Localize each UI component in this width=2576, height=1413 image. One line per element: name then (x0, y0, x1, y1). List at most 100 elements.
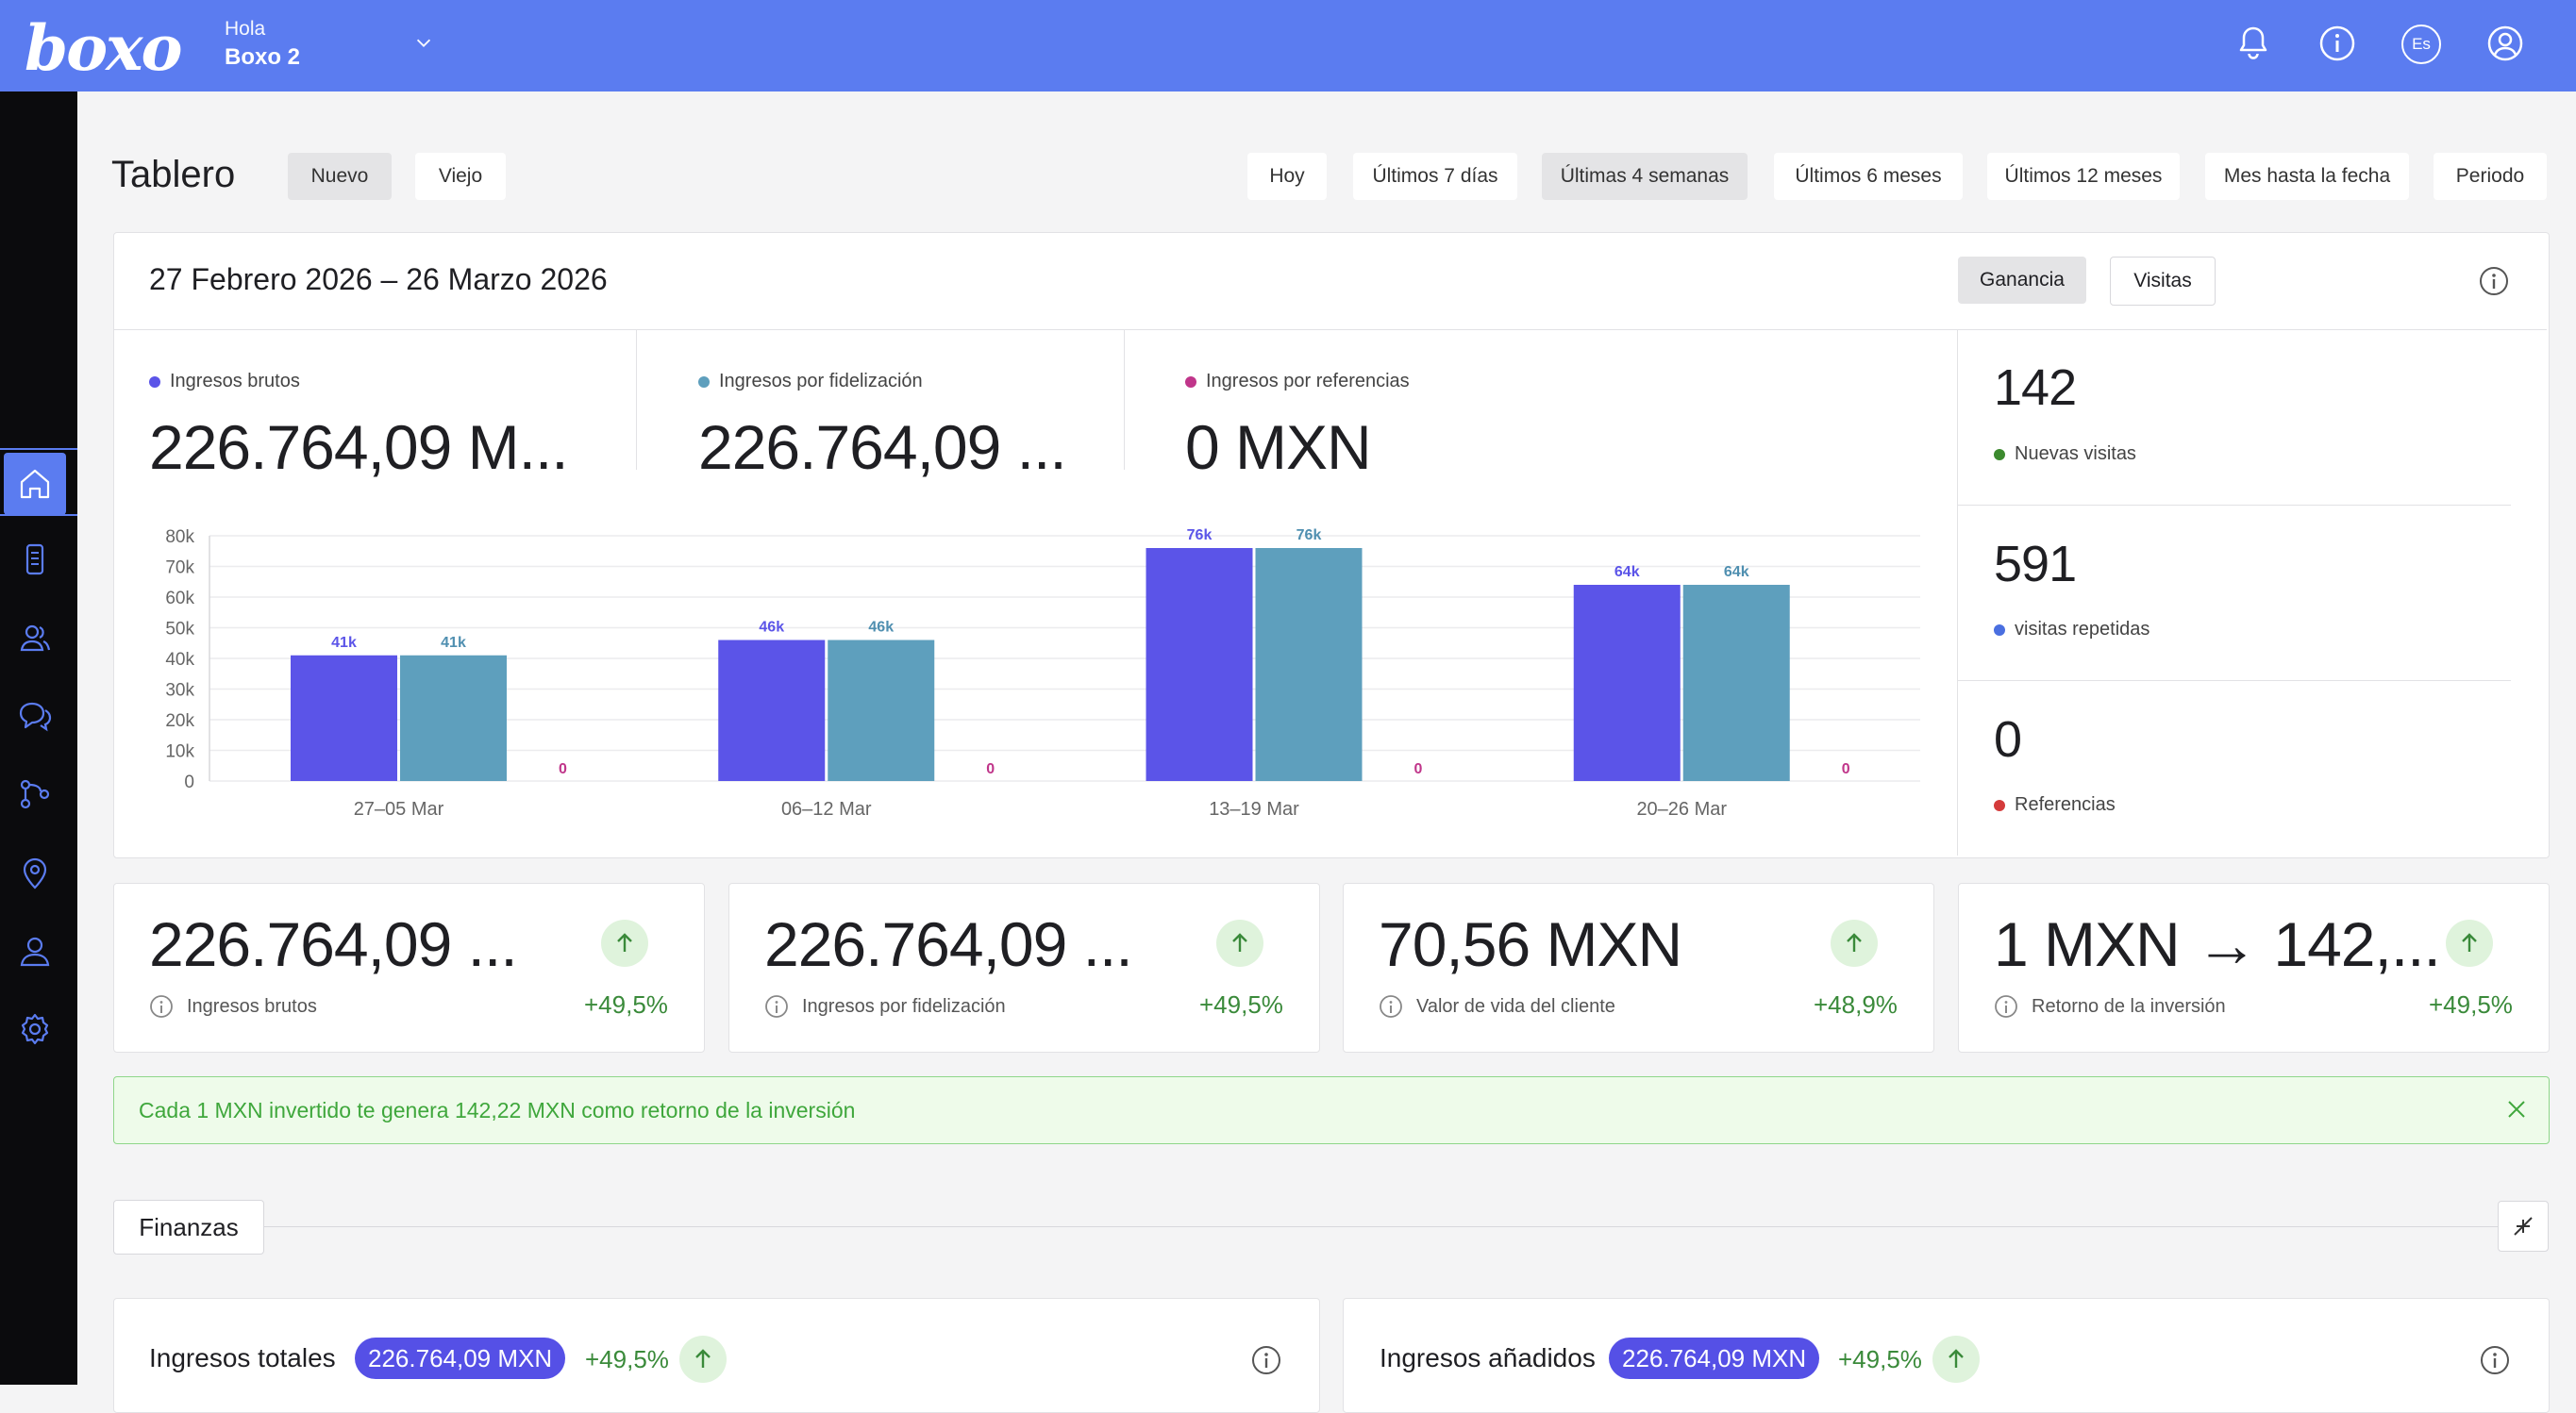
metric-value-loyalty: 226.764,09 ... (698, 412, 1067, 482)
value-pill: 226.764,09 MXN (355, 1338, 566, 1379)
legend-dot (1994, 623, 2005, 636)
sidebar-item-devices[interactable] (4, 528, 66, 590)
roi-banner: Cada 1 MXN invertido te genera 142,22 MX… (113, 1076, 2550, 1144)
top-bar: boxo Hola Boxo 2 Es (0, 0, 2576, 91)
y-tick-label: 80k (165, 527, 194, 547)
kpi-value: 226.764,09 ... (149, 909, 518, 979)
data-label: 64k (1724, 564, 1749, 580)
bell-icon[interactable] (2233, 23, 2274, 64)
period-month-to-date[interactable]: Mes hasta la fecha (2205, 153, 2409, 200)
data-label: 46k (759, 620, 784, 636)
arrow-up-icon (695, 1349, 711, 1368)
arrow-up-icon (1949, 1349, 1964, 1368)
x-tick-label: 20–26 Mar (1636, 799, 1727, 820)
boxo-logo[interactable]: boxo (25, 11, 183, 85)
sidebar-item-settings[interactable] (4, 998, 66, 1060)
sidebar-item-flow[interactable] (4, 763, 66, 825)
language-selector[interactable]: Es (2401, 25, 2441, 64)
bar (1573, 585, 1681, 781)
sidebar-item-location[interactable] (4, 841, 66, 904)
info-icon[interactable] (1379, 994, 1403, 1019)
info-icon[interactable] (1250, 1344, 1282, 1376)
collapse-icon (2514, 1217, 2533, 1236)
kpi-change: +48,9% (1814, 990, 1898, 1019)
version-tab-new[interactable]: Nuevo (288, 153, 392, 200)
sidebar-active-line-bottom (0, 514, 77, 516)
y-tick-label: 10k (165, 742, 194, 762)
username[interactable]: Boxo 2 (225, 44, 301, 70)
stat-value-repeat-visits: 591 (1994, 536, 2077, 592)
period-last-6-months[interactable]: Últimos 6 meses (1774, 153, 1963, 200)
collapse-button[interactable] (2498, 1201, 2549, 1252)
version-tab-old[interactable]: Viejo (415, 153, 506, 200)
finance-card-title: Ingresos añadidos (1380, 1343, 1596, 1372)
period-last-12-months[interactable]: Últimos 12 meses (1987, 153, 2180, 200)
period-last-4-weeks[interactable]: Últimas 4 semanas (1542, 153, 1748, 200)
data-label: 76k (1187, 527, 1213, 543)
stat-value-new-visits: 142 (1994, 359, 2077, 416)
y-tick-label: 50k (165, 620, 194, 640)
x-tick-label: 06–12 Mar (781, 799, 872, 820)
legend-dot (1994, 799, 2005, 811)
users-icon (20, 624, 51, 652)
bar (828, 640, 935, 781)
info-icon[interactable] (149, 994, 174, 1019)
y-tick-label: 60k (165, 589, 194, 608)
kpi-card (1958, 883, 2550, 1053)
greeting: Hola (225, 18, 266, 40)
info-icon[interactable] (2479, 1344, 2511, 1376)
profile-icon (20, 937, 50, 967)
sidebar (0, 91, 77, 1385)
sidebar-item-home[interactable] (4, 453, 66, 515)
metric-label: Ingresos por fidelización (698, 371, 923, 392)
home-icon (20, 469, 50, 499)
metric-divider (636, 330, 637, 470)
section-title-finance[interactable]: Finanzas (113, 1200, 264, 1255)
date-range: 27 Febrero 2026 – 26 Marzo 2026 (149, 262, 608, 296)
stat-value-referrals: 0 (1994, 711, 2022, 768)
info-icon[interactable] (764, 994, 789, 1019)
banner-text: Cada 1 MXN invertido te genera 142,22 MX… (139, 1098, 856, 1122)
close-icon[interactable] (2503, 1096, 2530, 1122)
sidebar-item-users[interactable] (4, 607, 66, 669)
data-label: 0 (1414, 761, 1423, 777)
y-tick-label: 0 (184, 773, 194, 792)
value-pill: 226.764,09 MXN (1609, 1338, 1820, 1379)
kpi-value: 1 MXN → 142,... (1994, 909, 2441, 979)
x-tick-label: 13–19 Mar (1209, 799, 1299, 820)
section-divider (113, 1226, 2548, 1227)
y-tick-label: 70k (165, 558, 194, 578)
flow-icon (20, 779, 50, 809)
y-tick-label: 30k (165, 681, 194, 701)
info-icon[interactable] (2317, 23, 2358, 64)
data-label: 41k (441, 635, 466, 651)
info-icon[interactable] (1994, 994, 2018, 1019)
period-today[interactable]: Hoy (1247, 153, 1327, 200)
location-icon (23, 857, 47, 889)
toggle-visits[interactable]: Visitas (2110, 257, 2216, 306)
toggle-profit[interactable]: Ganancia (1958, 257, 2086, 304)
sidebar-item-chat[interactable] (4, 685, 66, 747)
metric-label: Ingresos por referencias (1185, 371, 1410, 392)
settings-icon (21, 1013, 49, 1045)
user-circle-icon[interactable] (2484, 23, 2526, 64)
sidebar-item-profile[interactable] (4, 920, 66, 982)
period-custom[interactable]: Periodo (2434, 153, 2547, 200)
finance-change: +49,5% (585, 1345, 669, 1373)
kpi-card (1343, 883, 1934, 1053)
info-icon[interactable] (2478, 265, 2510, 297)
trend-up-indicator (1932, 1336, 1980, 1383)
chevron-down-icon[interactable] (413, 32, 434, 53)
stat-label: visitas repetidas (1994, 619, 2149, 640)
metric-value-referrals: 0 MXN (1185, 412, 1372, 482)
bar (400, 655, 507, 781)
bar (291, 655, 397, 781)
data-label: 0 (559, 761, 567, 777)
arrow-up-icon (2462, 933, 2477, 952)
revenue-bar-chart: 0 10k 20k 30k 40k 50k 60k 70k 80k 41k 41k 0 27–05 Ma… (165, 527, 1920, 820)
kpi-card (113, 883, 705, 1053)
period-last-7-days[interactable]: Últimos 7 días (1353, 153, 1517, 200)
data-label: 64k (1614, 564, 1640, 580)
stat-divider (1958, 680, 2511, 681)
kpi-change: +49,5% (2429, 990, 2513, 1019)
